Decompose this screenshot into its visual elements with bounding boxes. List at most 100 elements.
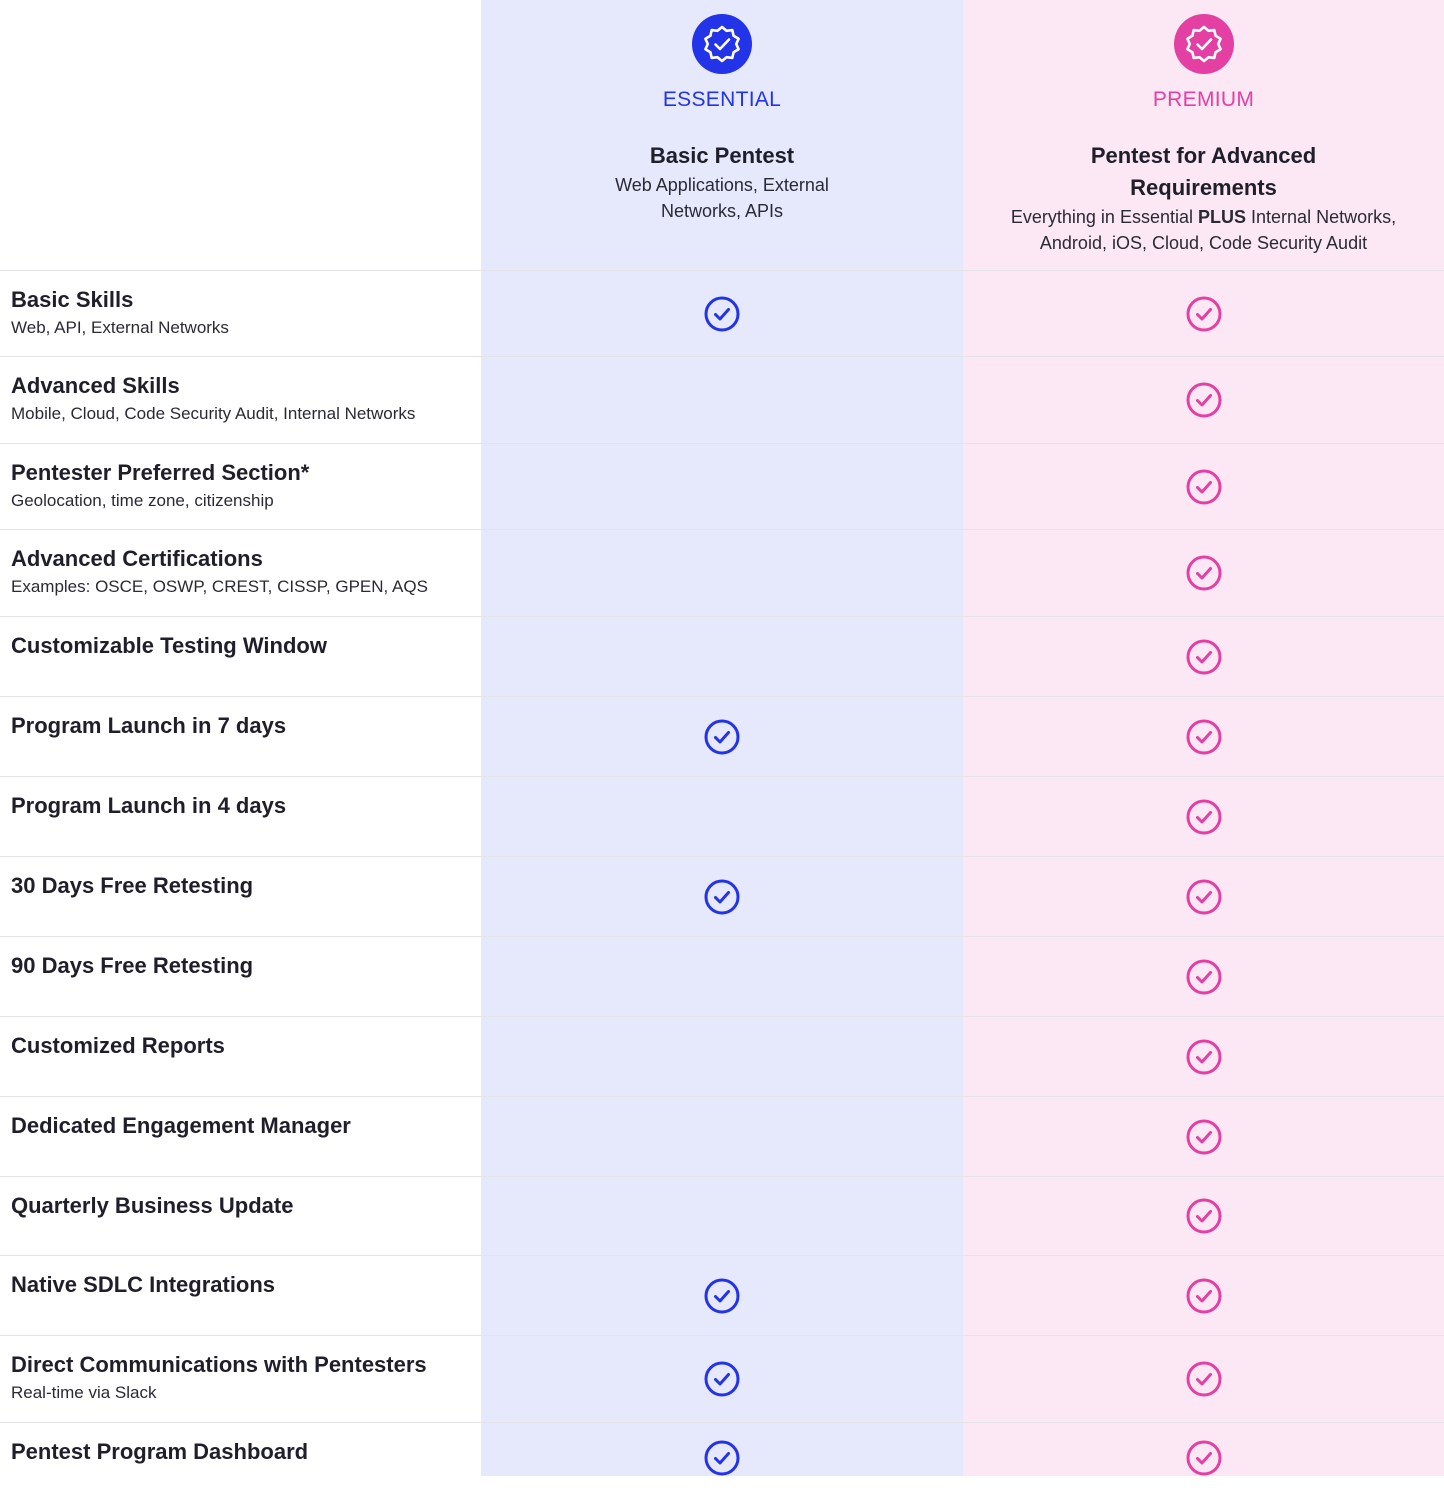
feature-title: Program Launch in 7 days bbox=[11, 713, 287, 738]
feature-title: Basic Skills bbox=[11, 287, 134, 312]
check-circle-icon bbox=[703, 1439, 741, 1477]
feature-label: Basic Skills Web, API, External Networks bbox=[11, 285, 476, 341]
feature-row: Program Launch in 4 days bbox=[0, 777, 1444, 857]
feature-title: 90 Days Free Retesting bbox=[11, 953, 254, 978]
feature-row: Advanced Skills Mobile, Cloud, Code Secur… bbox=[0, 357, 1444, 444]
feature-title: Advanced Certifications bbox=[11, 546, 263, 571]
feature-subtitle: Geolocation, time zone, citizenship bbox=[11, 491, 274, 510]
check-circle-icon bbox=[1185, 295, 1223, 333]
essential-cell bbox=[481, 530, 963, 616]
check-circle-icon bbox=[1185, 1118, 1223, 1156]
plan-description-prefix: Everything in Essential bbox=[1010, 207, 1193, 227]
feature-title: Direct Communications with Pentesters bbox=[11, 1352, 427, 1377]
plans-header: ESSENTIAL Basic Pentest Web Applications… bbox=[0, 0, 1444, 271]
feature-label: 30 Days Free Retesting bbox=[11, 871, 476, 901]
check-circle-icon bbox=[1185, 718, 1223, 756]
essential-cell bbox=[481, 1177, 963, 1255]
premium-cell bbox=[963, 857, 1444, 936]
plan-description-suffix: Internal Networks, Android, iOS, Cloud, … bbox=[1039, 207, 1397, 253]
feature-row: Program Launch in 7 days bbox=[0, 697, 1444, 777]
feature-row: Customizable Testing Window bbox=[0, 617, 1444, 697]
feature-row: 90 Days Free Retesting bbox=[0, 937, 1444, 1017]
check-circle-icon bbox=[703, 878, 741, 916]
plan-description: Web Applications, External Networks, API… bbox=[615, 175, 829, 221]
premium-cell bbox=[963, 1423, 1444, 1492]
essential-cell bbox=[481, 1423, 963, 1492]
essential-cell bbox=[481, 857, 963, 936]
feature-title: Customizable Testing Window bbox=[11, 633, 327, 658]
plan-essential: ESSENTIAL Basic Pentest Web Applications… bbox=[481, 0, 963, 270]
feature-title: Quarterly Business Update bbox=[11, 1193, 294, 1218]
check-circle-icon bbox=[1185, 1360, 1223, 1398]
feature-title: 30 Days Free Retesting bbox=[11, 873, 254, 898]
feature-label: 90 Days Free Retesting bbox=[11, 951, 476, 981]
check-circle-icon bbox=[1185, 1038, 1223, 1076]
check-circle-icon bbox=[1185, 638, 1223, 676]
feature-row: Quarterly Business Update bbox=[0, 1177, 1444, 1256]
plan-description: Everything in Essential PLUS Internal Ne… bbox=[994, 204, 1414, 256]
essential-cell bbox=[481, 777, 963, 856]
feature-label: Direct Communications with Pentesters Rea… bbox=[11, 1350, 476, 1406]
premium-cell bbox=[963, 271, 1444, 356]
feature-title: Dedicated Engagement Manager bbox=[11, 1113, 351, 1138]
feature-row: Pentester Preferred Section* Geolocation,… bbox=[0, 444, 1444, 530]
premium-cell bbox=[963, 777, 1444, 856]
check-circle-icon bbox=[703, 718, 741, 756]
feature-title: Pentester Preferred Section* bbox=[11, 460, 310, 485]
plan-tier-label: PREMIUM bbox=[1152, 88, 1255, 111]
premium-cell bbox=[963, 357, 1444, 443]
feature-rows: Basic Skills Web, API, External Networks A… bbox=[0, 271, 1444, 1492]
feature-subtitle: Examples: OSCE, OSWP, CREST, CISSP, GPEN… bbox=[11, 577, 428, 596]
essential-cell bbox=[481, 357, 963, 443]
premium-cell bbox=[963, 1256, 1444, 1335]
plan-description-plus: PLUS bbox=[1198, 207, 1247, 227]
feature-row: Customized Reports bbox=[0, 1017, 1444, 1097]
feature-label: Program Launch in 4 days bbox=[11, 791, 476, 821]
essential-cell bbox=[481, 1017, 963, 1096]
check-circle-icon bbox=[1185, 1197, 1223, 1235]
check-circle-icon bbox=[1185, 381, 1223, 419]
premium-cell bbox=[963, 697, 1444, 776]
check-circle-icon bbox=[1185, 554, 1223, 592]
feature-label: Advanced Certifications Examples: OSCE, O… bbox=[11, 544, 476, 600]
feature-title: Program Launch in 4 days bbox=[11, 793, 287, 818]
essential-cell bbox=[481, 617, 963, 696]
feature-label: Quarterly Business Update bbox=[11, 1191, 476, 1221]
plan-tier-label: ESSENTIAL bbox=[662, 88, 782, 111]
essential-cell bbox=[481, 1256, 963, 1335]
feature-title: Native SDLC Integrations bbox=[11, 1272, 276, 1297]
feature-row: Basic Skills Web, API, External Networks bbox=[0, 271, 1444, 357]
feature-subtitle: Mobile, Cloud, Code Security Audit, Inte… bbox=[11, 404, 416, 423]
feature-row: Pentest Program Dashboard bbox=[0, 1423, 1444, 1492]
premium-cell bbox=[963, 1177, 1444, 1255]
check-circle-icon bbox=[1185, 958, 1223, 996]
check-circle-icon bbox=[703, 295, 741, 333]
feature-row: 30 Days Free Retesting bbox=[0, 857, 1444, 937]
plan-title: Pentest for Advanced Requirements bbox=[1090, 143, 1317, 200]
essential-cell bbox=[481, 1336, 963, 1422]
feature-row: Direct Communications with Pentesters Rea… bbox=[0, 1336, 1444, 1423]
feature-subtitle: Web, API, External Networks bbox=[11, 318, 229, 337]
premium-cell bbox=[963, 1017, 1444, 1096]
premium-cell bbox=[963, 1097, 1444, 1176]
feature-row: Advanced Certifications Examples: OSCE, O… bbox=[0, 530, 1444, 617]
feature-title: Pentest Program Dashboard bbox=[11, 1439, 309, 1464]
premium-cell bbox=[963, 617, 1444, 696]
plan-premium: PREMIUM Pentest for Advanced Requirement… bbox=[963, 0, 1444, 270]
check-circle-icon bbox=[1185, 798, 1223, 836]
premium-cell bbox=[963, 937, 1444, 1016]
feature-label: Native SDLC Integrations bbox=[11, 1270, 476, 1300]
essential-cell bbox=[481, 444, 963, 529]
feature-title: Customized Reports bbox=[11, 1033, 225, 1058]
essential-cell bbox=[481, 1097, 963, 1176]
premium-cell bbox=[963, 530, 1444, 616]
feature-label: Customized Reports bbox=[11, 1031, 476, 1061]
feature-row: Dedicated Engagement Manager bbox=[0, 1097, 1444, 1177]
verified-badge-icon bbox=[1173, 14, 1234, 74]
feature-row: Native SDLC Integrations bbox=[0, 1256, 1444, 1336]
verified-badge-icon bbox=[692, 14, 752, 74]
feature-subtitle: Real-time via Slack bbox=[11, 1383, 157, 1402]
check-circle-icon bbox=[703, 1277, 741, 1315]
check-circle-icon bbox=[1185, 1277, 1223, 1315]
